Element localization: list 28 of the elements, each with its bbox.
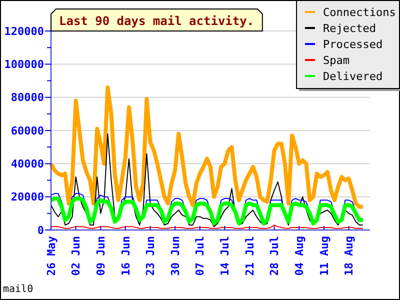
legend-label: Processed (323, 38, 383, 51)
y-tick-label: 40000 (10, 158, 44, 171)
y-tick-label: 20000 (10, 190, 44, 204)
x-tick-label: 30 Jun (168, 236, 182, 276)
x-tick-label: 04 Aug (292, 236, 306, 276)
x-tick-label: 16 Jun (119, 236, 132, 276)
x-tick-label: 07 Jul (194, 236, 207, 276)
x-tick-label: 02 Jun (70, 236, 83, 276)
y-tick-label: 100000 (4, 58, 44, 72)
y-tick-label: 0 (37, 224, 44, 237)
legend-label: Delivered (323, 70, 383, 83)
x-tick-label: 23 Jun (144, 236, 158, 276)
chart-title: Last 90 days mail activity. (59, 14, 254, 28)
x-tick-label: 21 Jul (243, 236, 256, 276)
legend-label: Spam (323, 54, 350, 67)
x-tick-label: 14 Jul (218, 236, 232, 276)
x-tick-label: 26 May (44, 236, 58, 276)
text: mail0 (3, 284, 34, 295)
y-tick-label: 60000 (10, 124, 44, 138)
y-tick-label: 120000 (4, 24, 44, 38)
y-tick-label: 80000 (10, 91, 44, 104)
x-tick-label: 09 Jun (94, 236, 108, 276)
x-tick-label: 28 Jul (268, 236, 282, 276)
legend-label: Connections (323, 6, 396, 19)
legend-label: Rejected (323, 22, 376, 35)
x-tick-label: 18 Aug (342, 236, 356, 276)
x-tick-label: 11 Aug (318, 236, 331, 276)
line-series (49, 85, 365, 209)
